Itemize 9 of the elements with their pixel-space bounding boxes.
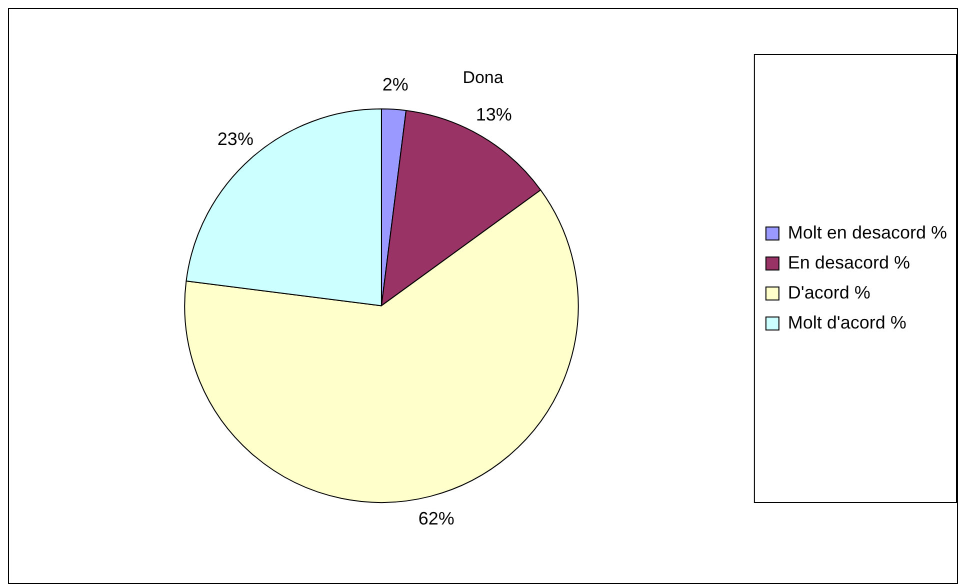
data-label: 23%: [217, 129, 254, 150]
text: Dona: [462, 68, 504, 87]
data-label: 2%: [382, 74, 408, 94]
data-label: 13%: [476, 104, 512, 125]
legend-label: Molt en desacord %: [788, 222, 948, 242]
data-label: 62%: [418, 508, 454, 529]
legend-label: Molt d'acord %: [788, 312, 906, 332]
legend-label: En desacord %: [788, 252, 910, 272]
legend-label: D'acord %: [788, 282, 870, 302]
